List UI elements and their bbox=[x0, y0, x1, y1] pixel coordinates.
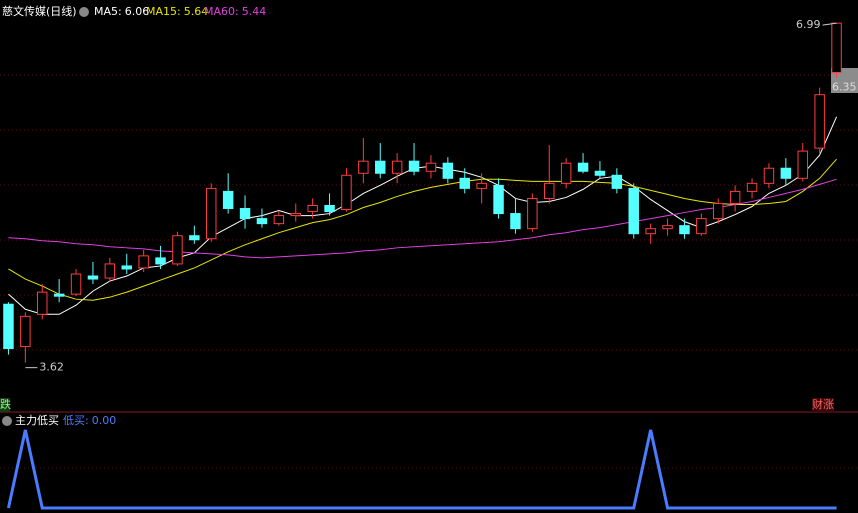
badge-box bbox=[0, 398, 10, 412]
indicator-line bbox=[6, 429, 837, 510]
candle-body bbox=[341, 174, 352, 211]
right-price-label: 6.35 bbox=[832, 81, 857, 94]
badge: 涨 bbox=[823, 398, 834, 411]
legend-value: 6.06 bbox=[125, 5, 150, 18]
indicator-legend: 低买: 0.00 bbox=[63, 414, 116, 427]
candle-body bbox=[831, 22, 842, 74]
candle-body bbox=[729, 190, 741, 204]
candle-body bbox=[307, 205, 318, 213]
candle-body bbox=[713, 202, 724, 220]
candle-body bbox=[155, 257, 166, 265]
candle-body bbox=[476, 182, 487, 189]
candle-body bbox=[696, 218, 707, 235]
candle-body bbox=[746, 182, 758, 192]
candle-body bbox=[189, 235, 200, 241]
legend-value: 5.64 bbox=[184, 5, 209, 18]
indicator-title: 主力低买 bbox=[15, 414, 59, 427]
candle-body bbox=[3, 303, 14, 350]
candle-body bbox=[459, 177, 470, 189]
legend-ma5: MA5: 6.06 bbox=[94, 5, 149, 18]
candle-body bbox=[53, 293, 65, 297]
legend-ma60: MA60: 5.44 bbox=[204, 5, 266, 18]
legend-name: 低买: bbox=[63, 414, 89, 427]
candle-body bbox=[544, 182, 555, 199]
candle-body bbox=[87, 275, 99, 280]
candle-body bbox=[408, 160, 420, 172]
candle-body bbox=[222, 190, 234, 210]
candle-body bbox=[510, 213, 521, 230]
candle-body bbox=[442, 162, 454, 179]
candle-body bbox=[763, 167, 775, 184]
candle-body bbox=[290, 213, 301, 217]
candle-body bbox=[814, 94, 825, 149]
candle-body bbox=[239, 208, 251, 220]
candle-body bbox=[425, 162, 437, 172]
ma-line bbox=[8, 158, 837, 301]
candle-body bbox=[273, 215, 285, 225]
candle-body bbox=[391, 160, 403, 174]
candle-body bbox=[324, 205, 335, 213]
candle-body bbox=[375, 160, 386, 174]
candle-body bbox=[611, 174, 623, 189]
candle-body bbox=[70, 273, 82, 295]
legend-name: MA15: bbox=[146, 5, 181, 18]
candle-body bbox=[560, 162, 572, 184]
max-price-label: 6.99 bbox=[796, 18, 821, 31]
candle-body bbox=[104, 263, 116, 279]
chart-title: 慈文传媒(日线) bbox=[2, 4, 77, 18]
badge-box bbox=[812, 398, 834, 412]
candle-body bbox=[780, 167, 792, 179]
candle-body bbox=[493, 184, 504, 215]
legend-value: 5.44 bbox=[242, 5, 267, 18]
candle-body bbox=[20, 315, 31, 348]
legend-name: MA5: bbox=[94, 5, 122, 18]
badge: 财 bbox=[812, 397, 823, 411]
candle-body bbox=[37, 291, 48, 315]
menu-icon[interactable] bbox=[2, 416, 12, 426]
candle-body bbox=[121, 265, 132, 270]
candle-body bbox=[577, 162, 589, 172]
badge: 跌 bbox=[0, 397, 11, 411]
legend-name: MA60: bbox=[204, 5, 239, 18]
candle-body bbox=[645, 228, 656, 235]
candle-body bbox=[594, 170, 606, 176]
min-price-label: 3.62 bbox=[39, 361, 64, 374]
candle-body bbox=[628, 187, 639, 235]
grid bbox=[0, 74, 858, 469]
candle-body bbox=[138, 255, 149, 269]
candle-body bbox=[358, 160, 369, 174]
candle-body bbox=[172, 235, 183, 265]
annotation-arrow bbox=[822, 22, 837, 26]
candle-body bbox=[797, 150, 808, 179]
menu-icon[interactable] bbox=[79, 7, 89, 17]
candle-body bbox=[662, 225, 673, 230]
legend-ma15: MA15: 5.64 bbox=[146, 5, 208, 18]
candle-body bbox=[256, 218, 268, 225]
candle-body bbox=[527, 197, 538, 230]
candle-body bbox=[206, 187, 217, 240]
candle-body bbox=[679, 225, 690, 235]
ma-line bbox=[8, 178, 837, 259]
legend-value: 0.00 bbox=[92, 414, 117, 427]
